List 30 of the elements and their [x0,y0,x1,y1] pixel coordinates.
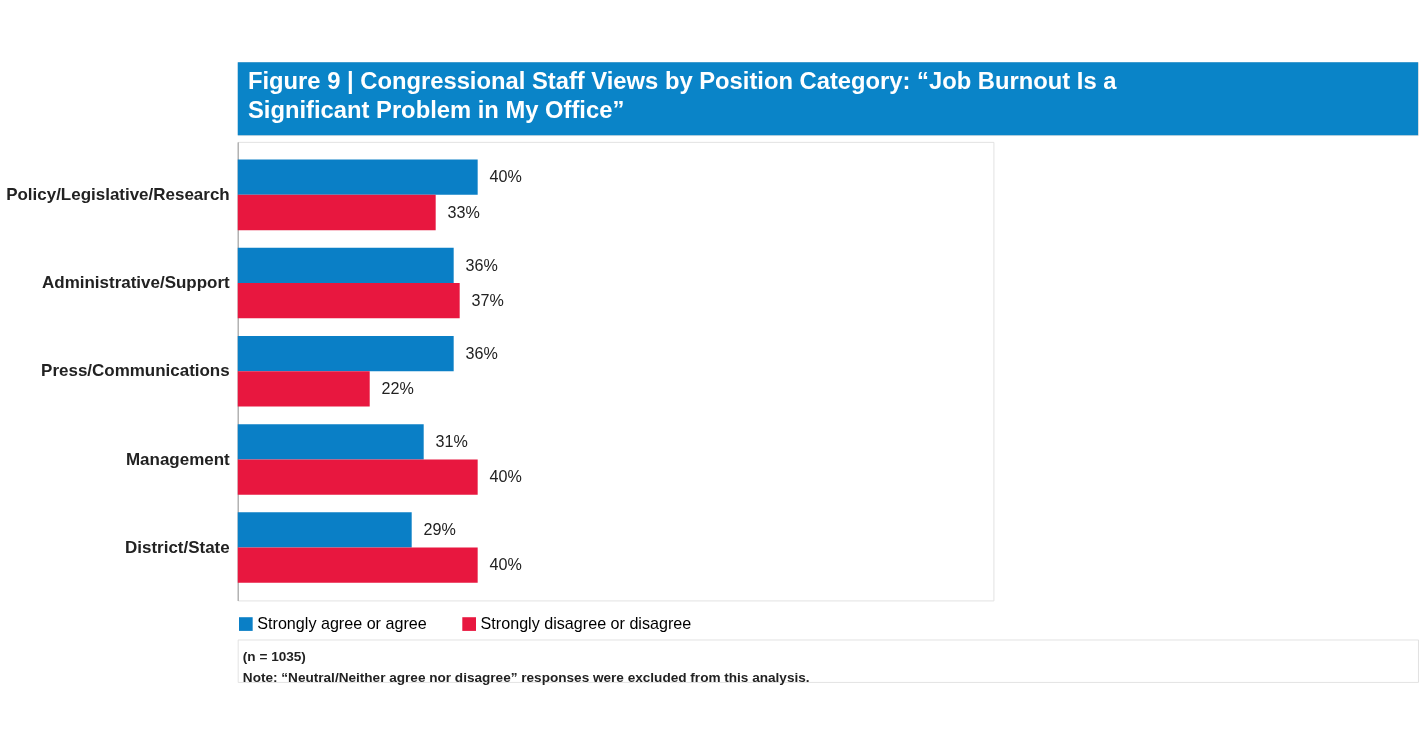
text: (n = 1035) [242,649,306,665]
bar [237,283,460,319]
data-label: 36% [465,255,498,274]
bar [237,512,412,548]
data-label: 40% [489,467,522,486]
bar [237,459,478,495]
data-label: 33% [447,202,480,221]
bar [237,247,454,284]
data-label: 40% [489,167,522,186]
bar [237,194,436,231]
bar [237,547,478,583]
legend-label: Strongly agree or agree [257,614,427,633]
y-tick-label: Press/Communications [41,361,230,381]
bar [237,371,370,407]
bar [237,335,454,372]
data-label: 31% [435,431,468,450]
legend-label: Strongly disagree or disagree [480,614,692,633]
y-tick-label: Management [125,449,231,469]
bar [237,424,424,460]
data-label: 37% [471,290,504,309]
y-tick-label: District/State [125,537,230,557]
y-tick-label: Policy/Legislative/Research [6,184,230,204]
data-label: 36% [465,343,498,362]
y-tick-label: Administrative/Support [42,273,231,293]
bar [237,159,478,195]
data-label: 29% [423,520,456,539]
text: Figure 9 | Congressional Staff Views by Position Category: “Job Burnout Is a Significant Problem in My Office” [247,67,1118,124]
data-label: 22% [381,378,414,397]
text: Note: “Neutral/Neither agree nor disagree” responses were excluded from this analysis. [242,670,810,686]
data-label: 40% [489,555,522,574]
